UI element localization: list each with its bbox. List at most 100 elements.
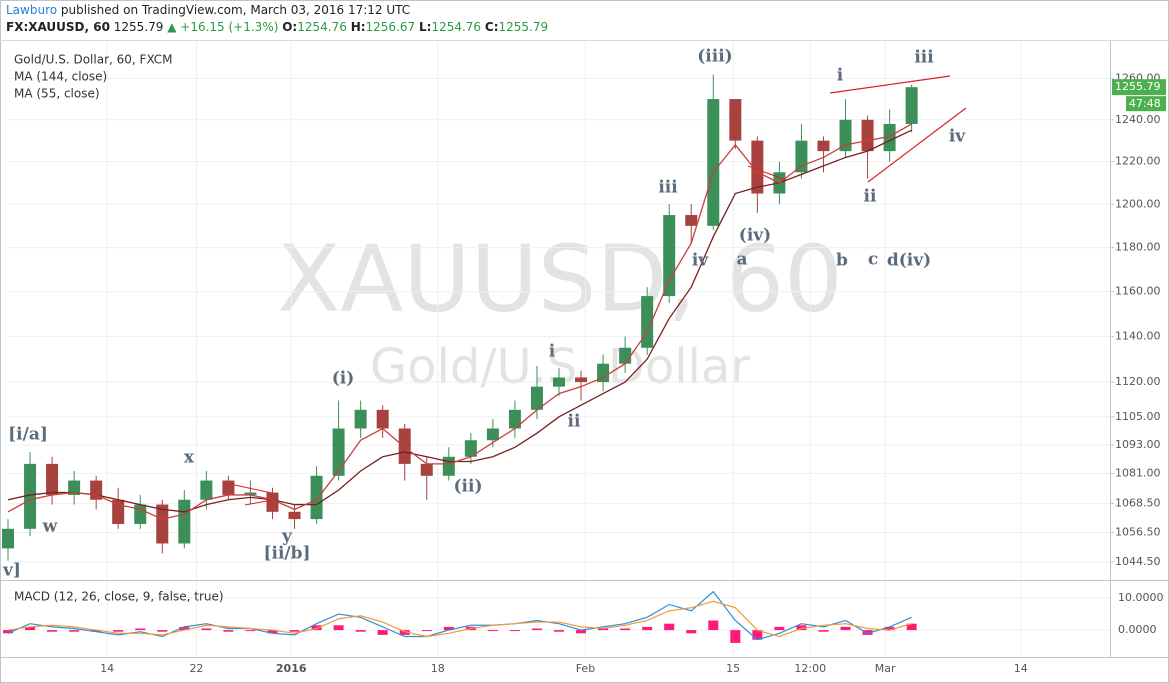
wave-label: w bbox=[42, 517, 58, 537]
moving-average bbox=[7, 129, 912, 513]
candle-body bbox=[376, 409, 389, 429]
wave-label: ii bbox=[568, 412, 581, 432]
histogram-bar bbox=[355, 630, 366, 632]
trend-line bbox=[829, 75, 951, 94]
wave-label: ii bbox=[864, 187, 877, 207]
candle-body bbox=[839, 119, 852, 152]
candle-body bbox=[200, 480, 213, 500]
histogram-bar bbox=[333, 625, 344, 631]
histogram-bar bbox=[774, 626, 785, 631]
author[interactable]: Lawburo bbox=[6, 3, 58, 17]
y-tick-label: 1093.00 bbox=[1115, 438, 1161, 451]
y-tick-label: 1220.00 bbox=[1115, 155, 1161, 168]
ohlc-label: H: bbox=[350, 20, 366, 34]
wave-label: iii bbox=[658, 178, 678, 198]
histogram-bar bbox=[3, 630, 13, 634]
histogram-bar bbox=[69, 630, 80, 632]
x-tick-label: 14 bbox=[1014, 662, 1028, 675]
candle-body bbox=[817, 140, 830, 152]
candle-body bbox=[178, 499, 191, 544]
wave-label: [ii/b] bbox=[263, 544, 310, 564]
candle-body bbox=[24, 463, 37, 529]
histogram-bar bbox=[267, 630, 278, 634]
ohlc-label: C: bbox=[484, 20, 499, 34]
wave-labels: [i/a]wxy[ii/b]v](i)(ii)iiiiiiiv(iii)(iv)… bbox=[2, 47, 966, 581]
histogram-bar bbox=[840, 626, 851, 631]
histogram-bar bbox=[862, 630, 873, 635]
symbol: FX:XAUUSD, 60 bbox=[6, 20, 110, 34]
ohlc-value: 1254.76 bbox=[297, 20, 347, 34]
y-tick-label: 10.0000 bbox=[1118, 591, 1164, 604]
last-price: 1255.79 bbox=[113, 20, 164, 34]
candle-body bbox=[861, 119, 874, 152]
candle-body bbox=[685, 215, 698, 226]
candle-body bbox=[244, 492, 257, 495]
published: published on TradingView.com, March 03, … bbox=[60, 3, 411, 17]
histogram-bar bbox=[509, 630, 520, 632]
candle-body bbox=[332, 428, 345, 476]
header: Lawburo published on TradingView.com, Ma… bbox=[6, 2, 548, 36]
wave-label: y bbox=[281, 527, 293, 547]
wave-label: a bbox=[736, 250, 747, 270]
histogram-bar bbox=[598, 628, 609, 631]
price-label: 1255.79 bbox=[1115, 80, 1161, 93]
histogram-bar bbox=[443, 626, 454, 631]
candle-body bbox=[354, 409, 367, 429]
y-tick-label: 0.0000 bbox=[1118, 623, 1157, 636]
candle-body bbox=[464, 440, 477, 457]
candle-body bbox=[707, 99, 720, 226]
y-tick-label: 1044.50 bbox=[1115, 555, 1161, 568]
wave-label: b bbox=[836, 251, 848, 271]
legend-entry: MA (55, close) bbox=[14, 87, 100, 101]
candle-body bbox=[156, 504, 169, 544]
candle-body bbox=[883, 123, 896, 152]
candle-body bbox=[663, 215, 676, 297]
macd-line bbox=[7, 590, 912, 641]
wave-label: iii bbox=[914, 48, 934, 68]
watermark: XAUUSD, 60 bbox=[277, 225, 842, 332]
histogram-bar bbox=[906, 623, 917, 631]
histogram-bar bbox=[664, 623, 675, 631]
x-tick-label: 15 bbox=[726, 662, 740, 675]
histogram-bar bbox=[157, 630, 168, 632]
histogram-bar bbox=[708, 620, 719, 631]
candle-body bbox=[2, 528, 14, 549]
x-tick-label: 22 bbox=[189, 662, 203, 675]
wave-label: x bbox=[184, 448, 195, 468]
y-tick-label: 1105.00 bbox=[1115, 410, 1161, 423]
candle-body bbox=[310, 475, 323, 520]
histogram-bar bbox=[730, 630, 741, 643]
countdown-box bbox=[1126, 96, 1166, 112]
wave-label: i bbox=[549, 342, 556, 362]
histogram-bar bbox=[91, 630, 102, 632]
candle-body bbox=[420, 463, 433, 476]
wave-label: iv bbox=[692, 251, 709, 271]
price-label-box bbox=[1112, 79, 1166, 96]
histogram-bar bbox=[421, 630, 432, 632]
candle-body bbox=[222, 480, 235, 495]
candle-body bbox=[729, 99, 742, 141]
histogram-bar bbox=[47, 630, 58, 632]
y-tick-label: 1180.00 bbox=[1115, 241, 1161, 254]
x-tick-label: Feb bbox=[576, 662, 595, 675]
candle-body bbox=[530, 386, 543, 410]
grid bbox=[8, 41, 1110, 657]
histogram-bar bbox=[752, 630, 763, 640]
y-tick-label: 1200.00 bbox=[1115, 197, 1161, 210]
candle-body bbox=[641, 296, 654, 348]
histogram-bar bbox=[311, 625, 322, 631]
plot bbox=[2, 74, 918, 643]
ohlc-label: O: bbox=[282, 20, 298, 34]
wave-label: c bbox=[868, 250, 878, 270]
candle-body bbox=[134, 504, 147, 524]
candle-body bbox=[553, 377, 565, 387]
histogram-bar bbox=[377, 630, 388, 635]
trend-line bbox=[747, 165, 787, 181]
wave-label: v] bbox=[2, 561, 21, 581]
wave-label: iv bbox=[949, 127, 966, 147]
histogram-bar bbox=[201, 628, 212, 631]
candle-body bbox=[508, 409, 521, 429]
y-tick-label: 1240.00 bbox=[1115, 113, 1161, 126]
